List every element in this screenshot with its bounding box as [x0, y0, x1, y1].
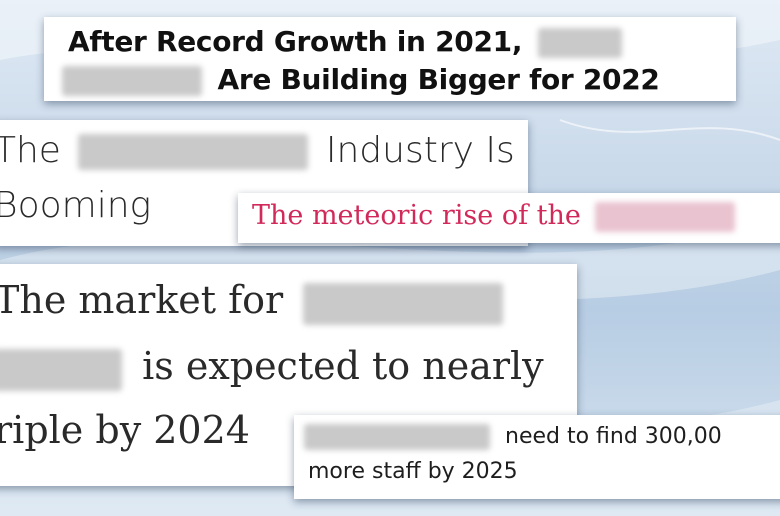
headline-card-meteoric-rise: The meteoric rise of the: [238, 193, 780, 243]
redacted-block: [78, 134, 309, 170]
headline-text: The meteoric rise of the: [252, 200, 581, 231]
headline-text: Industry Is: [325, 130, 515, 171]
headline-text: The: [0, 130, 61, 171]
redacted-block: [537, 28, 622, 58]
redacted-block: [303, 282, 504, 325]
headline-line: riple by 2024: [0, 408, 250, 452]
headline-line: Are Building Bigger for 2022: [62, 63, 660, 96]
headline-line: The meteoric rise of the: [252, 200, 736, 232]
headline-text: is expected to nearly: [142, 344, 544, 388]
headline-text: Booming: [0, 185, 152, 226]
headline-text: more staff by 2025: [308, 459, 518, 484]
redacted-block: [62, 66, 202, 96]
background-wave: [559, 119, 780, 141]
headline-line: need to find 300,00: [304, 424, 722, 450]
headline-line: Booming: [0, 185, 151, 226]
headline-card-staff-need: need to find 300,00 more staff by 2025: [294, 415, 780, 499]
headline-line: is expected to nearly: [0, 344, 544, 391]
headline-text: Are Building Bigger for 2022: [217, 63, 660, 96]
redacted-block: [0, 348, 122, 391]
headline-text: need to find 300,00: [505, 424, 722, 449]
headline-text: After Record Growth in 2021,: [68, 25, 523, 58]
headline-line: more staff by 2025: [308, 459, 518, 484]
headline-text: riple by 2024: [0, 408, 250, 452]
headline-card-record-growth: After Record Growth in 2021, Are Buildin…: [44, 17, 736, 101]
redacted-block: [304, 424, 490, 450]
redacted-block: [595, 201, 736, 232]
headline-line: The Industry Is: [0, 130, 515, 171]
headline-line: After Record Growth in 2021,: [68, 25, 622, 58]
headline-line: The market for: [0, 278, 504, 325]
headline-text: The market for: [0, 278, 284, 322]
